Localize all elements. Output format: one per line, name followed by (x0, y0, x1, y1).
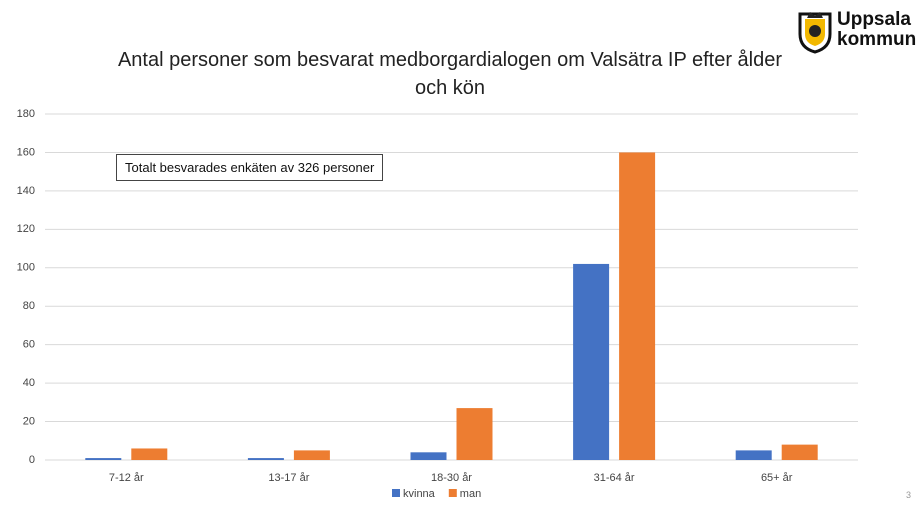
legend-swatch (392, 489, 400, 497)
x-tick-label: 65+ år (761, 472, 793, 484)
y-tick-label: 160 (17, 146, 35, 158)
x-tick-label: 31-64 år (594, 472, 635, 484)
page-number: 3 (906, 490, 912, 500)
logo-line1: Uppsala (837, 9, 911, 30)
y-tick-label: 40 (23, 377, 35, 389)
bar (85, 458, 122, 460)
y-tick-label: 120 (17, 223, 35, 235)
logo-line2: kommun (837, 29, 917, 50)
logo-shield (798, 12, 832, 54)
bar (247, 458, 284, 460)
y-tick-label: 20 (23, 415, 35, 427)
legend-label: kvinna (403, 488, 436, 500)
bar (781, 444, 818, 460)
bar (735, 450, 772, 460)
y-tick-label: 140 (17, 185, 35, 197)
annotation: Totalt besvarades enkäten av 326 persone… (116, 154, 384, 181)
legend-swatch (448, 489, 457, 497)
bar (573, 263, 610, 460)
bar (456, 408, 493, 460)
y-tick-label: 60 (23, 339, 35, 351)
x-tick-label: 7-12 år (109, 472, 144, 484)
chart-title: Antal personer som besvarat medborgardia… (117, 49, 783, 99)
x-tick-label: 13-17 år (268, 472, 309, 484)
y-tick-label: 0 (29, 454, 35, 466)
bar (619, 152, 656, 460)
y-tick-label: 180 (17, 108, 35, 120)
logo: Uppsala kommun (797, 8, 917, 54)
bar (410, 452, 447, 460)
x-tick-label: 18-30 år (431, 472, 472, 484)
y-tick-label: 100 (17, 262, 35, 274)
bar (293, 450, 330, 460)
y-tick-label: 80 (23, 300, 35, 312)
legend-label: man (460, 488, 481, 500)
bar (131, 448, 168, 460)
